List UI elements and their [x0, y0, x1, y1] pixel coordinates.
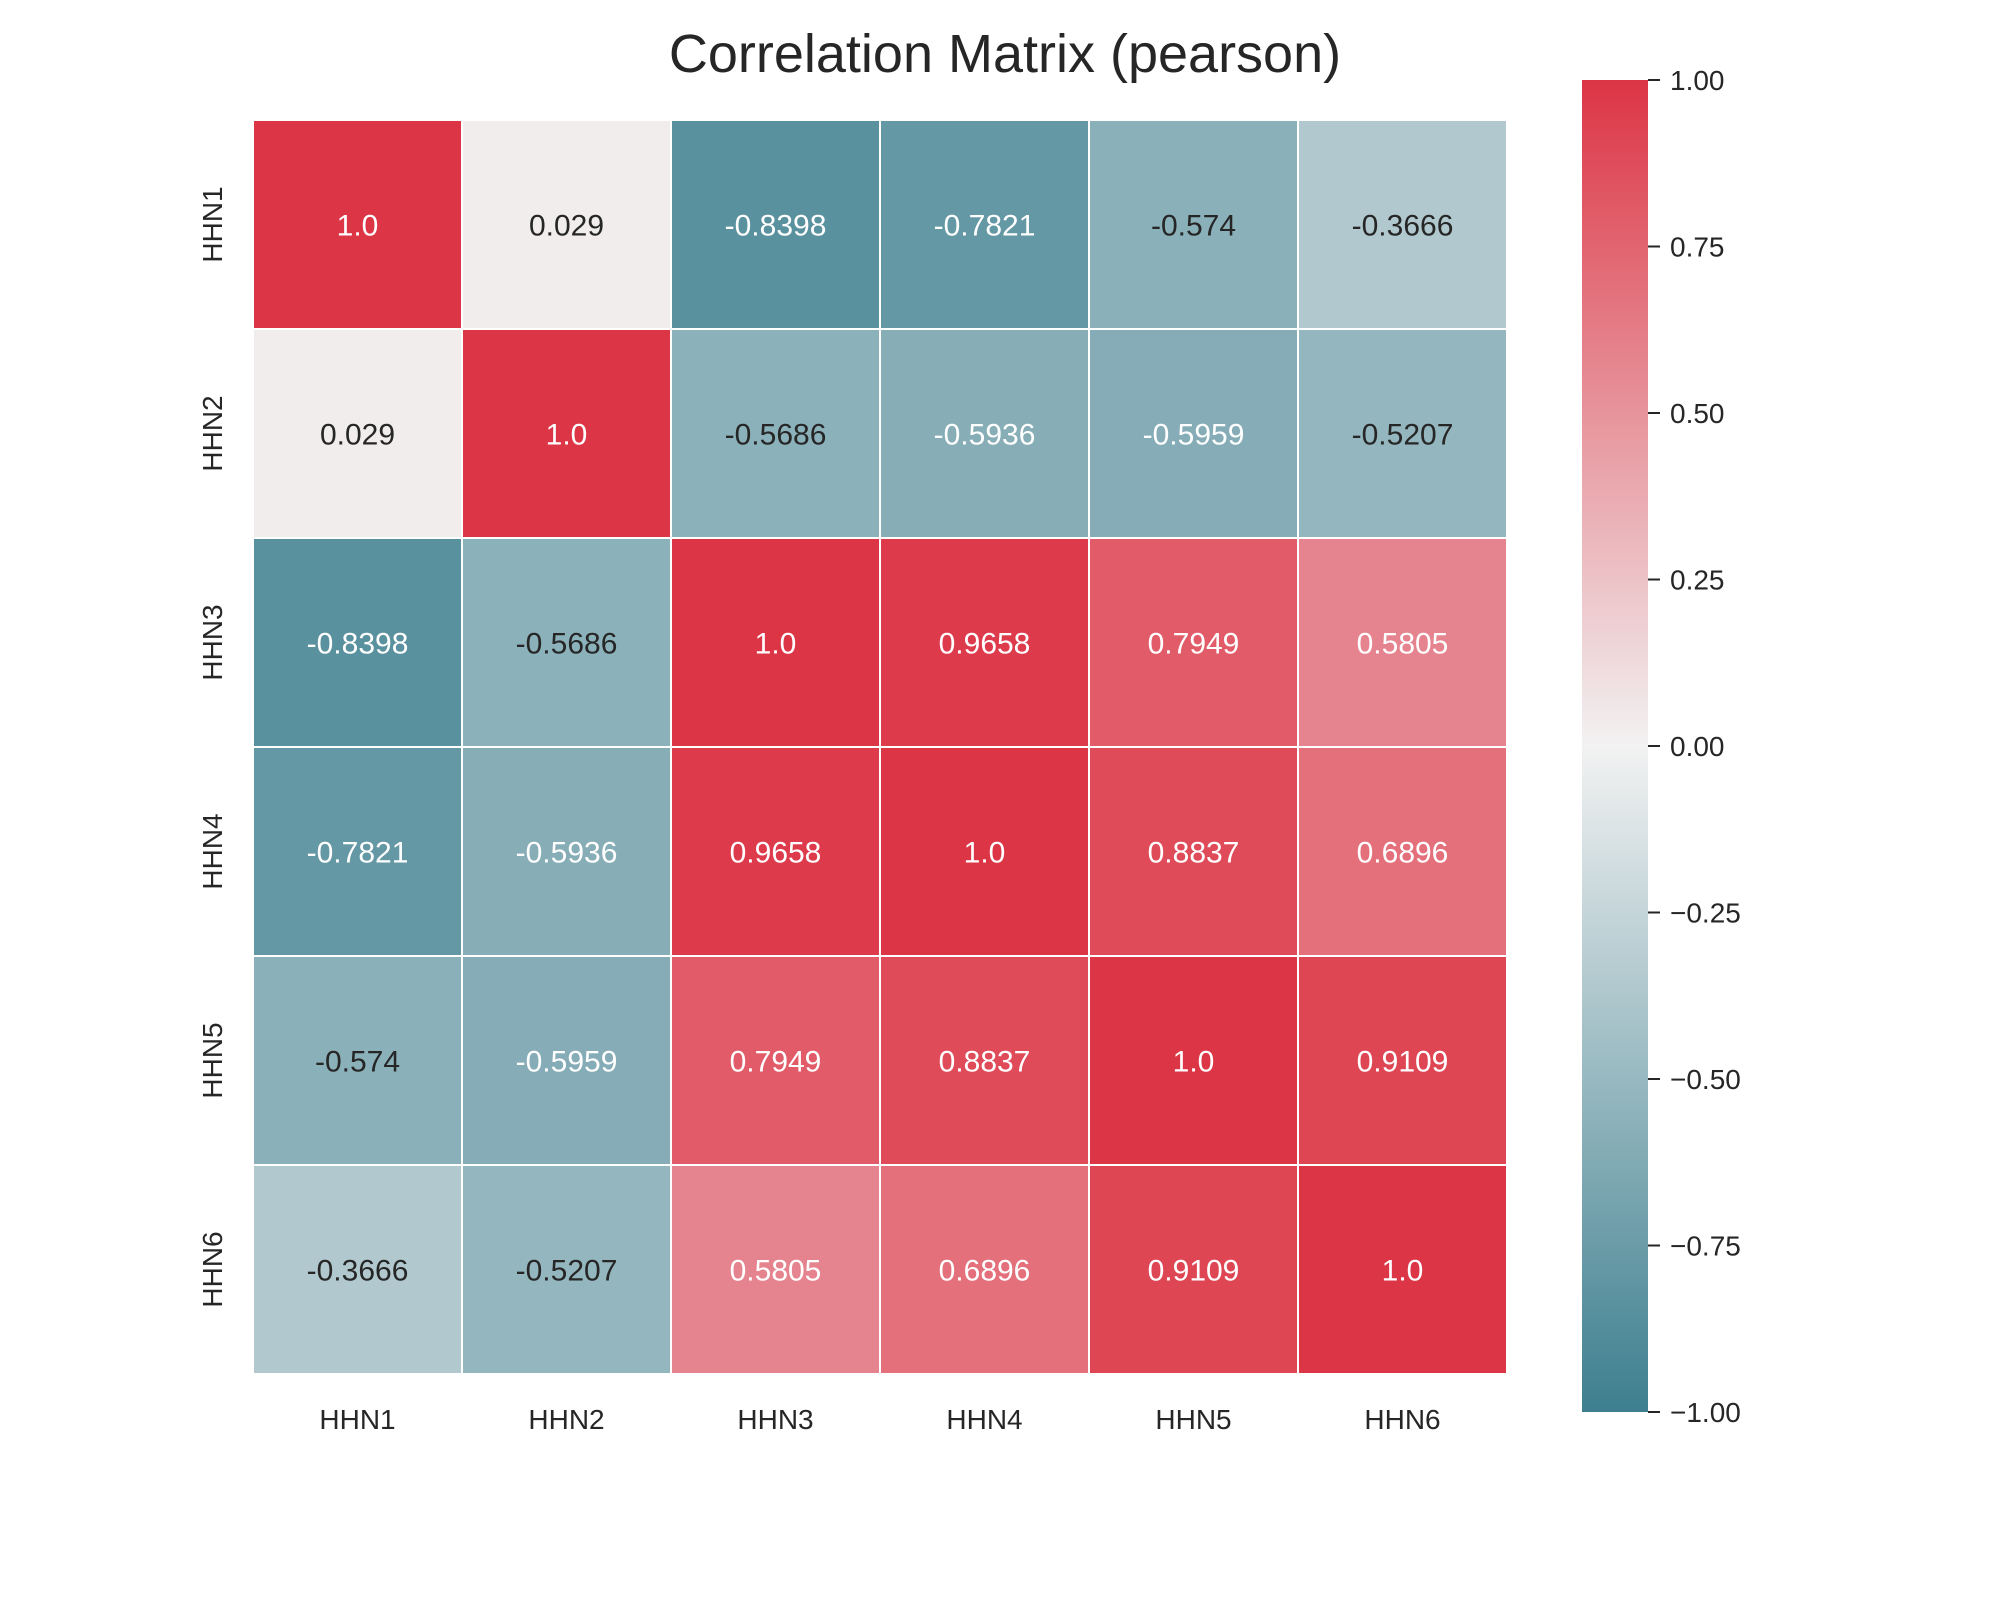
y-tick-label: HHN6 — [197, 1231, 228, 1307]
cell-value-label: -0.5959 — [516, 1046, 618, 1079]
heatmap-cell — [1297, 119, 1508, 330]
cell-value-label: 1.0 — [964, 837, 1006, 870]
heatmap-cell — [252, 537, 463, 748]
cell-value-label: -0.3666 — [1352, 210, 1454, 243]
y-tick-label: HHN2 — [197, 395, 228, 471]
y-axis-ticks: HHN1 HHN2 HHN3 HHN4 HHN5 HHN6 — [197, 186, 228, 1307]
heatmap-cell — [1297, 955, 1508, 1166]
heatmap-cell — [461, 328, 672, 539]
cell-value-label: -0.574 — [1151, 210, 1236, 243]
colorbar-tick-label: 0.00 — [1670, 731, 1725, 762]
cell-value-label: -0.8398 — [725, 210, 827, 243]
x-tick-label: HHN1 — [319, 1404, 395, 1435]
cell-value-label: -0.5686 — [516, 628, 618, 661]
heatmap-cell — [1297, 746, 1508, 957]
cell-value-label: 0.7949 — [730, 1046, 822, 1079]
heatmap-cell — [670, 955, 881, 1166]
colorbar-tick-label: −1.00 — [1670, 1397, 1741, 1428]
colorbar-tick-label: 0.25 — [1670, 565, 1725, 596]
heatmap-cell — [879, 119, 1090, 330]
heatmap-cell — [1297, 1164, 1508, 1375]
cell-value-label: 0.9109 — [1148, 1255, 1240, 1288]
cell-value-label: 0.5805 — [1357, 628, 1449, 661]
cell-value-label: 0.6896 — [939, 1255, 1031, 1288]
heatmap-cell — [670, 537, 881, 748]
cell-value-label: -0.5207 — [1352, 419, 1454, 452]
x-tick-label: HHN3 — [737, 1404, 813, 1435]
heatmap-cell — [670, 746, 881, 957]
cell-value-label: -0.5686 — [725, 419, 827, 452]
cell-value-label: 0.029 — [529, 210, 604, 243]
cell-value-label: 0.5805 — [730, 1255, 822, 1288]
cell-value-label: 1.0 — [546, 419, 588, 452]
cell-value-label: 1.0 — [1173, 1046, 1215, 1079]
cell-value-label: 0.9658 — [730, 837, 822, 870]
cell-value-label: 0.7949 — [1148, 628, 1240, 661]
heatmap-cell — [461, 119, 672, 330]
cell-value-label: 0.6896 — [1357, 837, 1449, 870]
cell-value-label: 0.029 — [320, 419, 395, 452]
chart-title: Correlation Matrix (pearson) — [669, 24, 1341, 84]
cell-value-label: -0.574 — [315, 1046, 400, 1079]
cell-value-label: 0.9109 — [1357, 1046, 1449, 1079]
y-tick-label: HHN4 — [197, 813, 228, 889]
cell-value-label: -0.7821 — [307, 837, 409, 870]
heatmap-cell — [1297, 537, 1508, 748]
x-tick-label: HHN2 — [528, 1404, 604, 1435]
colorbar-tick-label: 1.00 — [1670, 65, 1725, 96]
cell-value-label: 1.0 — [755, 628, 797, 661]
colorbar-tick-label: 0.50 — [1670, 398, 1725, 429]
y-tick-label: HHN3 — [197, 604, 228, 680]
x-tick-label: HHN5 — [1155, 1404, 1231, 1435]
heatmap-cell — [879, 328, 1090, 539]
heatmap-cell — [879, 1164, 1090, 1375]
cell-value-label: -0.7821 — [934, 210, 1036, 243]
cell-value-label: 0.8837 — [939, 1046, 1031, 1079]
heatmap-cell — [252, 119, 463, 330]
heatmap-cells — [252, 119, 1508, 1375]
cell-value-label: -0.3666 — [307, 1255, 409, 1288]
heatmap-cell — [670, 119, 881, 330]
heatmap-cell — [461, 537, 672, 748]
colorbar-tick-label: −0.25 — [1670, 898, 1741, 929]
cell-value-label: -0.5207 — [516, 1255, 618, 1288]
colorbar-ticks: 1.00 0.75 0.50 0.25 0.00 −0.25 −0.50 −0.75 −1.00 — [1648, 65, 1741, 1428]
x-axis-ticks: HHN1 HHN2 HHN3 HHN4 HHN5 HHN6 — [319, 1404, 1440, 1435]
heatmap-cell — [1088, 119, 1299, 330]
heatmap-cell — [252, 746, 463, 957]
heatmap-cell — [1088, 746, 1299, 957]
heatmap-cell — [252, 955, 463, 1166]
colorbar-tick-label: −0.50 — [1670, 1064, 1741, 1095]
cell-value-label: 1.0 — [337, 210, 379, 243]
y-tick-label: HHN1 — [197, 186, 228, 262]
colorbar — [1582, 80, 1648, 1412]
heatmap-cell — [252, 1164, 463, 1375]
colorbar-tick-label: 0.75 — [1670, 232, 1725, 263]
heatmap-cell — [1088, 537, 1299, 748]
cell-value-label: -0.5959 — [1143, 419, 1245, 452]
x-tick-label: HHN6 — [1364, 1404, 1440, 1435]
heatmap-cell — [879, 746, 1090, 957]
y-tick-label: HHN5 — [197, 1022, 228, 1098]
heatmap-cell — [879, 955, 1090, 1166]
colorbar-tick-label: −0.75 — [1670, 1231, 1741, 1262]
cell-value-label: -0.5936 — [934, 419, 1036, 452]
cell-value-label: -0.5936 — [516, 837, 618, 870]
cell-value-label: 0.9658 — [939, 628, 1031, 661]
heatmap-cell-labels: 1.0 0.029 -0.8398 -0.7821 -0.574 -0.3666 0.029… — [307, 210, 1454, 1288]
x-tick-label: HHN4 — [946, 1404, 1022, 1435]
heatmap-cell — [1088, 955, 1299, 1166]
heatmap-cell — [1088, 1164, 1299, 1375]
heatmap-cell — [1297, 328, 1508, 539]
heatmap-cell — [461, 746, 672, 957]
cell-value-label: 0.8837 — [1148, 837, 1240, 870]
heatmap-cell — [879, 537, 1090, 748]
cell-value-label: -0.8398 — [307, 628, 409, 661]
cell-value-label: 1.0 — [1382, 1255, 1424, 1288]
